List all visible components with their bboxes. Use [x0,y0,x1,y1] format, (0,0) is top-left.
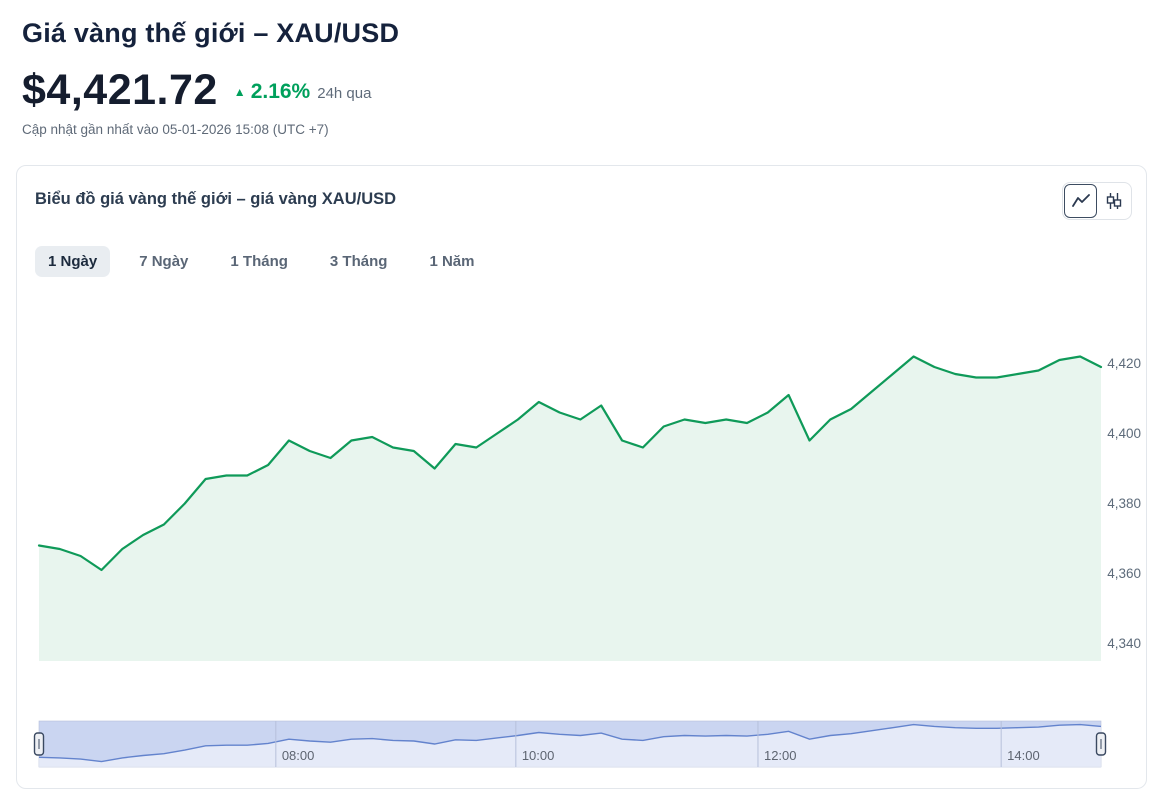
page-title: Giá vàng thế giới – XAU/USD [22,18,400,48]
x-axis-label: 10:00 [522,748,555,763]
tab-1-ngay[interactable]: 1 Ngày [35,246,111,277]
line-chart-icon [1071,193,1090,209]
change-period: 24h qua [317,84,372,102]
range-tabs: 1 Ngày 7 Ngày 1 Tháng 3 Tháng 1 Năm [29,246,1142,277]
last-updated-text: Cập nhật gần nhất vào 05-01-2026 15:08 (… [22,122,329,137]
navigator-line [38,723,1102,763]
line-chart-button[interactable] [1064,184,1097,218]
x-axis-label: 08:00 [282,748,315,763]
chart-area: 4,420 4,400 4,380 4,360 4,340 08:00 10:00 12:0… [29,285,1142,773]
y-axis-label: 4,360 [1107,566,1141,581]
price-chart[interactable]: 4,420 4,400 4,380 4,360 4,340 [29,285,1144,677]
gold-price-page: Giá vàng thế giới – XAU/USD $4,421.72 ▲ … [16,18,1147,789]
tab-7-ngay[interactable]: 7 Ngày [139,253,189,270]
chart-card: Biểu đồ giá vàng thế giới – giá vàng XAU… [16,165,1147,789]
x-axis-label: 14:00 [1007,748,1040,763]
y-axis-label: 4,380 [1107,496,1141,511]
up-arrow-icon: ▲ [233,84,246,99]
tab-1-thang[interactable]: 1 Tháng [230,253,288,270]
current-price: $4,421.72 [22,66,218,114]
price-change: ▲ 2.16% 24h qua [234,80,372,104]
x-axis-label: 12:00 [764,748,797,763]
chart-title: Biểu đồ giá vàng thế giới – giá vàng XAU… [35,190,397,208]
tab-3-thang[interactable]: 3 Tháng [329,253,388,270]
range-navigator[interactable]: 08:00 10:00 12:00 14:00 [29,717,1144,773]
candlestick-icon [1106,192,1122,210]
candlestick-button[interactable] [1097,184,1130,218]
tab-1-nam[interactable]: 1 Năm [429,253,475,270]
price-line [37,355,1103,572]
chart-type-toggle [1062,182,1132,220]
y-axis-label: 4,420 [1107,356,1141,371]
price-area-fill [39,356,1101,661]
change-percent: 2.16% [250,79,311,103]
y-axis-label: 4,340 [1107,636,1141,651]
chart-card-header: Biểu đồ giá vàng thế giới – giá vàng XAU… [29,182,1142,220]
price-row: $4,421.72 ▲ 2.16% 24h qua [16,49,1147,112]
y-axis-label: 4,400 [1107,426,1141,441]
